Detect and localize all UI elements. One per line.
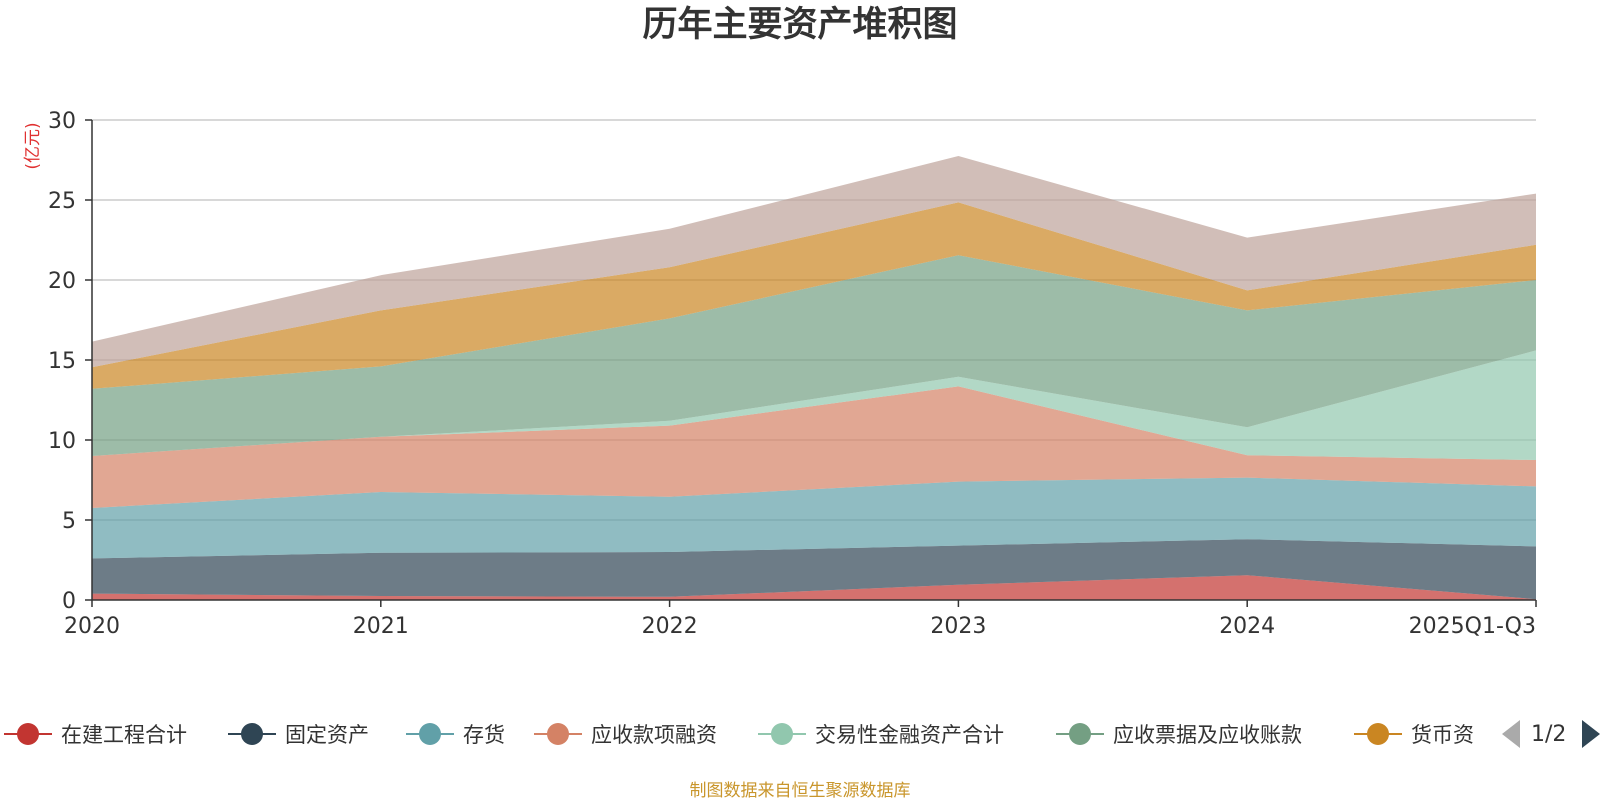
y-tick-label: 20	[48, 269, 76, 294]
x-tick-label: 2024	[1219, 614, 1275, 639]
legend-item: 应收票据及应收账款	[1056, 723, 1302, 747]
legend-label: 存货	[463, 723, 505, 747]
legend-label: 交易性金融资产合计	[815, 723, 1004, 747]
area-series-8	[92, 156, 1536, 368]
legend-marker	[1367, 723, 1389, 745]
area-series-2	[92, 539, 1536, 600]
legend-marker	[771, 723, 793, 745]
y-tick-label: 5	[62, 509, 76, 534]
area-series-3	[92, 477, 1536, 559]
x-tick-label: 2023	[930, 614, 986, 639]
legend-label: 应收款项融资	[591, 723, 717, 747]
legend-marker	[241, 723, 263, 745]
legend-page-indicator: 1/2	[1531, 722, 1566, 747]
y-tick-label: 10	[48, 429, 76, 454]
legend-marker	[17, 723, 39, 745]
legend-next-page-icon	[1582, 720, 1600, 748]
legend: 在建工程合计 固定资产 存货 应收款项融资 交易性金融资产合计 应收票据及应收账款 货币资 1…	[4, 720, 1600, 748]
y-tick-label: 30	[48, 109, 76, 134]
legend-label: 在建工程合计	[61, 723, 187, 747]
x-tick-label: 2022	[642, 614, 698, 639]
chart-title: 历年主要资产堆积图	[642, 5, 957, 45]
area-series-4	[92, 386, 1536, 508]
y-tick-label: 25	[48, 189, 76, 214]
x-tick-label: 2020	[64, 614, 120, 639]
legend-prev-page-icon	[1502, 720, 1520, 748]
legend-item: 固定资产	[228, 723, 369, 747]
data-source-note: 制图数据来自恒生聚源数据库	[690, 781, 911, 800]
y-tick-label: 0	[62, 589, 76, 614]
area-series-6	[92, 255, 1536, 456]
x-tick-label: 2021	[353, 614, 409, 639]
legend-marker	[547, 723, 569, 745]
y-tick-label: 15	[48, 349, 76, 374]
legend-label: 货币资	[1411, 723, 1474, 747]
legend-label: 固定资产	[285, 723, 369, 747]
legend-marker	[1069, 723, 1091, 745]
series-areas	[92, 156, 1536, 600]
x-tick-label: 2025Q1-Q3	[1409, 614, 1536, 639]
area-series-7	[92, 202, 1536, 389]
legend-label: 应收票据及应收账款	[1113, 723, 1302, 747]
legend-item: 在建工程合计	[4, 723, 187, 747]
y-axis-unit: (亿元)	[23, 122, 43, 169]
legend-item: 交易性金融资产合计	[758, 723, 1004, 747]
area-series-5	[92, 350, 1536, 460]
legend-item: 应收款项融资	[534, 723, 717, 747]
legend-item: 存货	[406, 723, 505, 747]
area-series-1	[92, 575, 1536, 600]
axes: 2020 2021 2022 2023 2024 2025Q1-Q3	[64, 119, 1537, 639]
legend-item: 货币资	[1354, 723, 1474, 747]
legend-marker	[419, 723, 441, 745]
